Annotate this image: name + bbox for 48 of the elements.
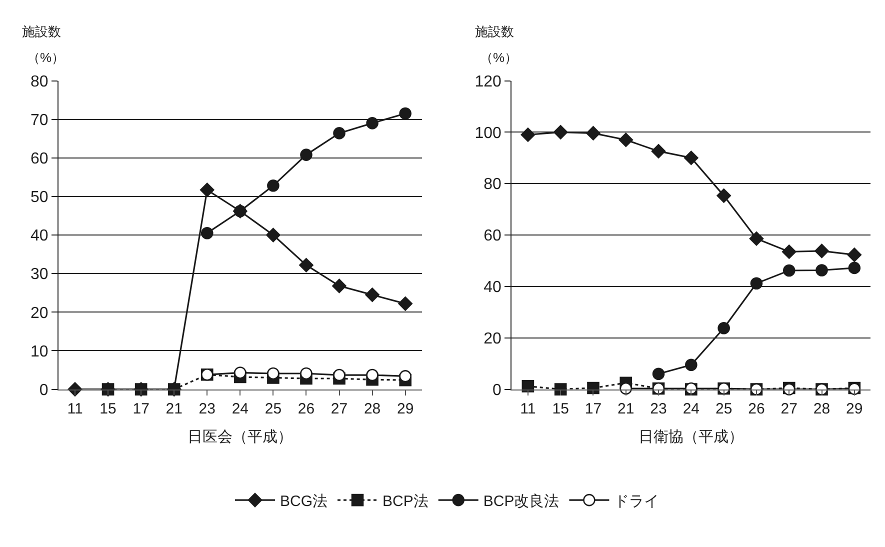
x-tick-label: 29	[396, 400, 414, 418]
text: 施設数	[22, 24, 61, 39]
y-tick-label: 70	[30, 112, 48, 129]
x-axis-title: 日衛協（平成）	[638, 428, 744, 446]
x-tick-label: 28	[364, 400, 381, 418]
y-tick-label: 100	[474, 124, 502, 142]
text: （%）	[27, 50, 65, 65]
y-tick-label: 120	[474, 73, 502, 90]
x-tick-label: 28	[813, 400, 830, 418]
x-tick-label: 11	[67, 400, 83, 418]
y-tick-label: 0	[39, 382, 48, 399]
y-tick-label: 60	[30, 150, 48, 168]
y-tick-label: 40	[30, 228, 48, 245]
x-tick-label: 15	[552, 400, 569, 418]
x-tick-label: 17	[584, 400, 602, 418]
x-tick-label: 23	[198, 400, 216, 418]
y-tick-label: 0	[492, 382, 502, 399]
legend-label: BCP改良法	[483, 492, 560, 510]
text: （%）	[480, 50, 518, 65]
x-tick-label: 27	[330, 400, 348, 418]
text: 施設数	[475, 24, 514, 39]
x-tick-label: 25	[264, 400, 282, 418]
legend-label: BCG法	[280, 492, 328, 510]
legend-label: ドライ	[614, 492, 660, 510]
y-tick-label: 50	[30, 189, 48, 206]
y-tick-label: 40	[484, 279, 502, 296]
y-tick-label: 10	[30, 343, 48, 360]
x-tick-label: 15	[100, 400, 116, 418]
y-tick-label: 80	[30, 73, 48, 90]
y-tick-label: 80	[484, 176, 502, 194]
legend-label: BCP法	[382, 492, 428, 510]
y-tick-label: 60	[484, 228, 502, 245]
x-tick-label: 26	[748, 400, 765, 418]
x-axis-title: 日医会（平成）	[188, 428, 293, 446]
x-tick-label: 24	[682, 400, 700, 418]
x-tick-label: 17	[132, 400, 150, 418]
y-tick-label: 20	[30, 304, 48, 322]
x-tick-label: 11	[520, 400, 536, 418]
y-tick-label: 20	[484, 330, 502, 348]
x-tick-label: 24	[232, 400, 249, 418]
x-tick-label: 23	[650, 400, 667, 418]
x-tick-label: 29	[846, 400, 863, 418]
x-tick-label: 25	[715, 400, 732, 418]
x-tick-label: 26	[298, 400, 315, 418]
x-tick-label: 27	[780, 400, 798, 418]
x-tick-label: 21	[166, 400, 182, 418]
x-tick-label: 21	[618, 400, 634, 418]
y-tick-label: 30	[30, 266, 48, 284]
